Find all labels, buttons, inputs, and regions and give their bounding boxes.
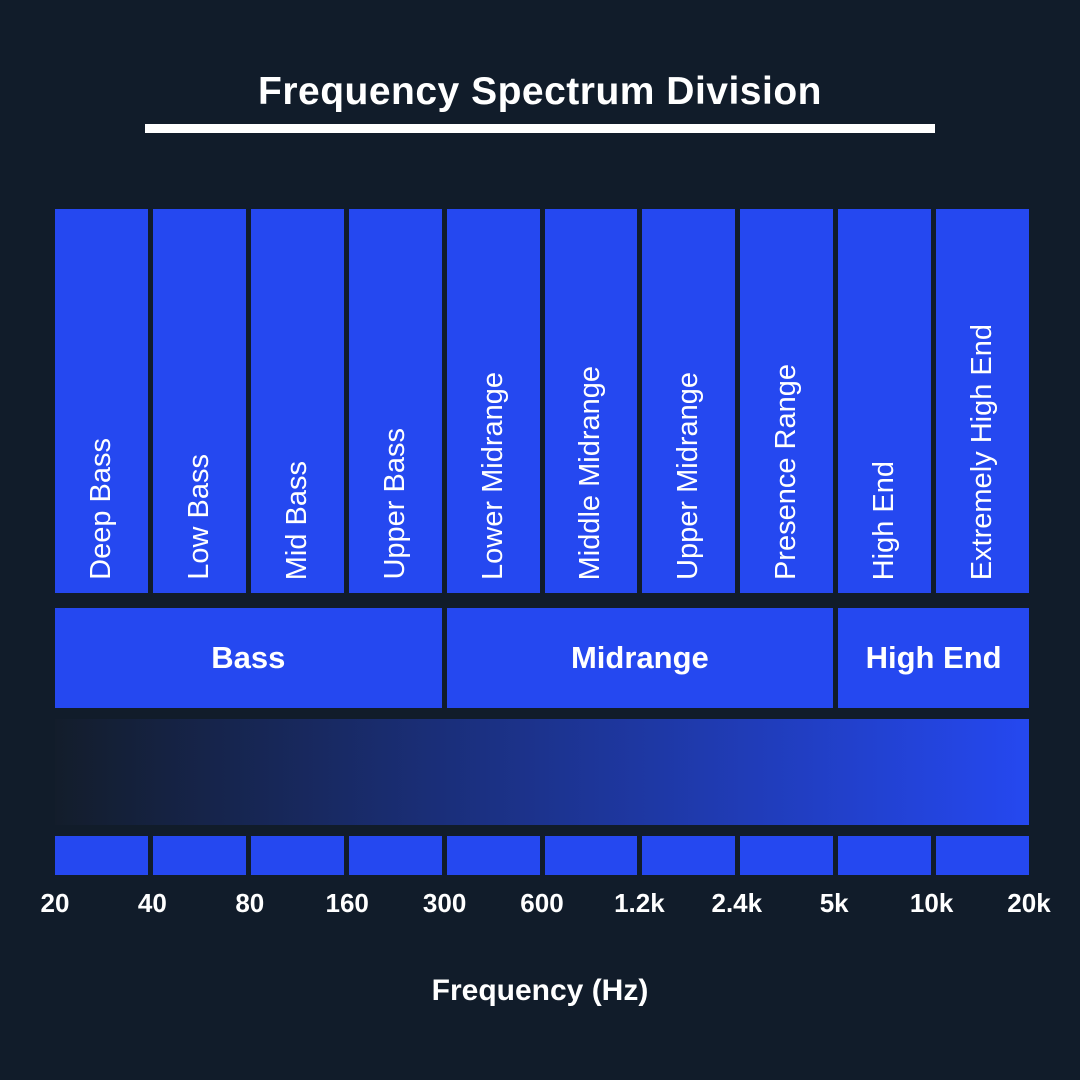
axis-segment — [838, 836, 932, 875]
band-bar: Low Bass — [152, 209, 246, 593]
band-label: Extremely High End — [966, 323, 999, 580]
axis-tick-label: 300 — [422, 888, 467, 918]
group-box: Midrange — [446, 608, 834, 708]
band-bar: Mid Bass — [250, 209, 344, 593]
axis-tick-label: 2.4k — [711, 888, 763, 918]
band-bar: Presence Range — [740, 209, 834, 593]
x-axis-title: Frequency (Hz) — [431, 974, 649, 1007]
frequency-gradient-bar — [55, 719, 1029, 825]
chart-title: Frequency Spectrum Division — [258, 70, 822, 113]
band-label: Presence Range — [770, 363, 803, 580]
band-label: Upper Bass — [378, 428, 411, 580]
band-groups-row: Bass Midrange High End — [55, 608, 1029, 708]
axis-segment — [446, 836, 540, 875]
band-label: High End — [868, 460, 901, 580]
band-label: Upper Midrange — [672, 372, 705, 580]
axis-segment — [348, 836, 442, 875]
axis-tick-label: 1.2k — [614, 888, 665, 918]
title-underline — [145, 124, 935, 133]
axis-tick-label: 20k — [1007, 888, 1051, 918]
band-bar: Middle Midrange — [544, 209, 638, 593]
axis-segment — [55, 836, 148, 875]
axis-segment — [740, 836, 834, 875]
band-bar: Lower Midrange — [446, 209, 540, 593]
axis-tick-label: 80 — [235, 888, 265, 918]
axis-tick-label: 40 — [137, 888, 167, 918]
band-bar: Deep Bass — [55, 209, 148, 593]
band-label: Middle Midrange — [574, 365, 607, 580]
band-bar: Extremely High End — [936, 209, 1029, 593]
group-box: High End — [838, 608, 1029, 708]
axis-tick-label: 5k — [819, 888, 849, 918]
axis-ticks-row: 20 40 80 160 300 600 1.2k 2.4k 5k 10k 20k — [41, 888, 1051, 918]
frequency-chart: Deep Bass Low Bass Mid Bass Upper Bass Lower… — [41, 209, 1051, 918]
axis-tick-label: 600 — [520, 888, 564, 918]
band-bar: High End — [838, 209, 932, 593]
axis-segment — [936, 836, 1029, 875]
group-box: Bass — [55, 608, 442, 708]
axis-segments-row — [55, 836, 1029, 875]
band-bar: Upper Bass — [348, 209, 442, 593]
axis-tick-label: 160 — [325, 888, 369, 918]
axis-tick-label: 10k — [909, 888, 954, 918]
axis-segment — [642, 836, 736, 875]
axis-segment — [250, 836, 344, 875]
infographic-canvas: Frequency Spectrum Division Deep Bass Low… — [0, 72, 1080, 1080]
band-label: Low Bass — [182, 454, 215, 580]
band-label: Lower Midrange — [476, 372, 509, 580]
band-bars-row: Deep Bass Low Bass Mid Bass Upper Bass Lower… — [55, 209, 1029, 593]
axis-tick-label: 20 — [40, 888, 70, 918]
axis-segment — [152, 836, 246, 875]
band-bar: Upper Midrange — [642, 209, 736, 593]
band-label: Mid Bass — [280, 460, 313, 580]
band-label: Deep Bass — [84, 438, 117, 580]
axis-segment — [544, 836, 638, 875]
